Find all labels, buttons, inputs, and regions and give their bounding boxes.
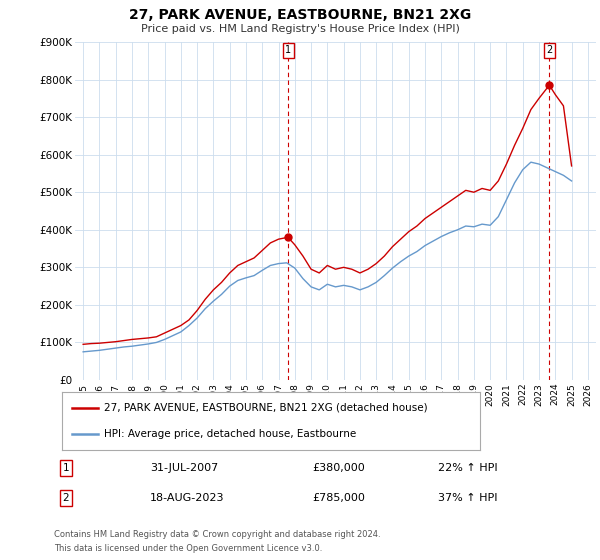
Text: 31-JUL-2007: 31-JUL-2007 (150, 463, 218, 473)
Text: 1: 1 (62, 463, 70, 473)
Text: Price paid vs. HM Land Registry's House Price Index (HPI): Price paid vs. HM Land Registry's House … (140, 24, 460, 34)
Text: £785,000: £785,000 (312, 493, 365, 503)
Text: 22% ↑ HPI: 22% ↑ HPI (438, 463, 497, 473)
Text: 2: 2 (62, 493, 70, 503)
Text: 18-AUG-2023: 18-AUG-2023 (150, 493, 224, 503)
Text: 2: 2 (546, 45, 553, 55)
Text: HPI: Average price, detached house, Eastbourne: HPI: Average price, detached house, East… (104, 430, 356, 440)
Text: 1: 1 (285, 45, 291, 55)
Text: 27, PARK AVENUE, EASTBOURNE, BN21 2XG (detached house): 27, PARK AVENUE, EASTBOURNE, BN21 2XG (d… (104, 403, 427, 413)
Text: Contains HM Land Registry data © Crown copyright and database right 2024.: Contains HM Land Registry data © Crown c… (54, 530, 380, 539)
Text: 27, PARK AVENUE, EASTBOURNE, BN21 2XG: 27, PARK AVENUE, EASTBOURNE, BN21 2XG (129, 8, 471, 22)
Text: £380,000: £380,000 (312, 463, 365, 473)
Text: 37% ↑ HPI: 37% ↑ HPI (438, 493, 497, 503)
Text: This data is licensed under the Open Government Licence v3.0.: This data is licensed under the Open Gov… (54, 544, 322, 553)
